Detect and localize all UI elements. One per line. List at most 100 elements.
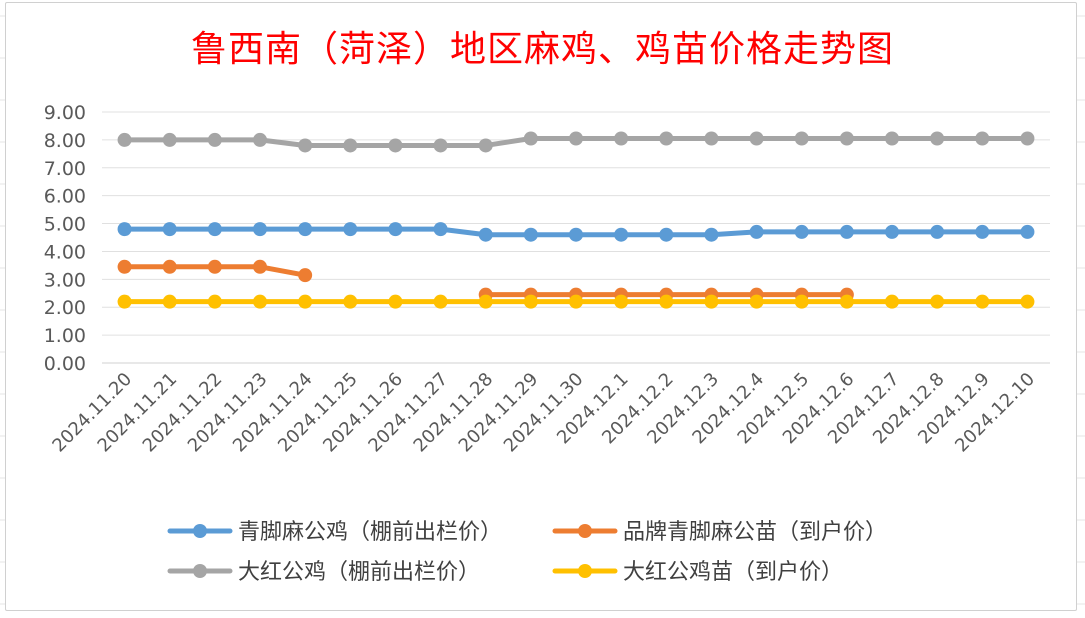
series-4 [117, 294, 1035, 309]
data-point [569, 227, 583, 242]
data-point [117, 132, 132, 147]
y-tick-label: 3.00 [44, 269, 86, 291]
data-point [162, 259, 177, 274]
data-point [614, 294, 629, 309]
data-point [207, 259, 222, 274]
data-point [343, 294, 358, 309]
legend-label: 大红公鸡苗（到户价） [623, 560, 843, 585]
data-point [117, 259, 132, 274]
data-point [749, 224, 764, 239]
chart-title: 鲁西南（菏泽）地区麻鸡、鸡苗价格走势图 [190, 29, 894, 70]
y-tick-label: 1.00 [44, 325, 86, 347]
data-point [975, 294, 990, 309]
y-tick-label: 0.00 [44, 353, 86, 375]
legend-label: 青脚麻公鸡（棚前出栏价） [238, 520, 502, 545]
data-point [569, 131, 583, 146]
data-point [388, 294, 403, 309]
data-point [749, 294, 764, 309]
data-point [569, 294, 583, 309]
data-point [704, 131, 719, 146]
data-point [930, 294, 945, 309]
data-point [478, 294, 493, 309]
y-tick-label: 4.00 [44, 241, 86, 263]
chart-frame[interactable] [5, 2, 1077, 611]
data-point [478, 138, 493, 153]
data-point [433, 222, 448, 237]
data-point [839, 224, 854, 239]
legend-swatch-marker [193, 564, 207, 578]
data-point [975, 224, 990, 239]
y-tick-label: 7.00 [44, 158, 86, 180]
data-point [885, 224, 899, 239]
legend-label: 大红公鸡（棚前出栏价） [238, 560, 480, 585]
data-point [523, 227, 538, 242]
data-point [659, 131, 674, 146]
legend-item-1: 青脚麻公鸡（棚前出栏价） [167, 520, 502, 545]
y-tick-label: 6.00 [44, 186, 86, 208]
data-point [207, 294, 222, 309]
data-point [659, 294, 674, 309]
legend-swatch-marker [578, 524, 592, 538]
data-point [794, 131, 809, 146]
data-point [207, 132, 222, 147]
legend-item-3: 大红公鸡（棚前出栏价） [167, 560, 480, 585]
data-point [930, 224, 945, 239]
data-point [704, 227, 719, 242]
data-point [343, 138, 358, 153]
data-point [117, 222, 132, 237]
data-point [1020, 131, 1035, 146]
data-point [298, 222, 313, 237]
legend-item-4: 大红公鸡苗（到户价） [552, 560, 843, 585]
x-axis-ticks: 2024.11.202024.11.212024.11.222024.11.23… [48, 369, 1039, 457]
y-tick-label: 9.00 [44, 102, 86, 124]
data-point [388, 138, 403, 153]
y-tick-label: 8.00 [44, 130, 86, 152]
data-point [253, 294, 267, 309]
legend-label: 品牌青脚麻公苗（到户价） [623, 520, 887, 545]
legend-swatch-marker [193, 524, 207, 538]
data-point [343, 222, 358, 237]
data-point [614, 131, 629, 146]
data-point [659, 227, 674, 242]
data-point [162, 222, 177, 237]
data-point [433, 138, 448, 153]
data-point [794, 224, 809, 239]
y-tick-label: 2.00 [44, 297, 86, 319]
data-point [930, 131, 945, 146]
series-3 [117, 131, 1035, 153]
series-1 [117, 222, 1035, 242]
y-axis-ticks: 0.00 1.00 2.00 3.00 4.00 5.00 6.00 7.00 8.00 9.00 [44, 102, 86, 375]
data-point [298, 268, 313, 283]
data-point [614, 227, 629, 242]
data-point [975, 131, 990, 146]
data-point [162, 132, 177, 147]
data-point [253, 132, 267, 147]
data-point [885, 131, 899, 146]
data-point [162, 294, 177, 309]
data-point [794, 294, 809, 309]
data-point [885, 294, 899, 309]
data-point [1020, 294, 1035, 309]
data-point [749, 131, 764, 146]
data-point [523, 294, 538, 309]
data-point [388, 222, 403, 237]
data-point [298, 294, 313, 309]
legend-item-2: 品牌青脚麻公苗（到户价） [552, 520, 887, 545]
data-point [117, 294, 132, 309]
data-point [433, 294, 448, 309]
y-tick-label: 5.00 [44, 214, 86, 236]
data-point [298, 138, 313, 153]
data-point [478, 227, 493, 242]
data-point [1020, 224, 1035, 239]
data-point [523, 131, 538, 146]
legend: 青脚麻公鸡（棚前出栏价） 品牌青脚麻公苗（到户价） 大红公鸡（棚前出栏价） 大红公鸡苗… [167, 520, 887, 585]
series-layer [117, 131, 1035, 309]
data-point [253, 259, 267, 274]
data-point [253, 222, 267, 237]
data-point [839, 131, 854, 146]
data-point [704, 294, 719, 309]
legend-swatch-marker [578, 564, 592, 578]
data-point [207, 222, 222, 237]
data-point [839, 294, 854, 309]
